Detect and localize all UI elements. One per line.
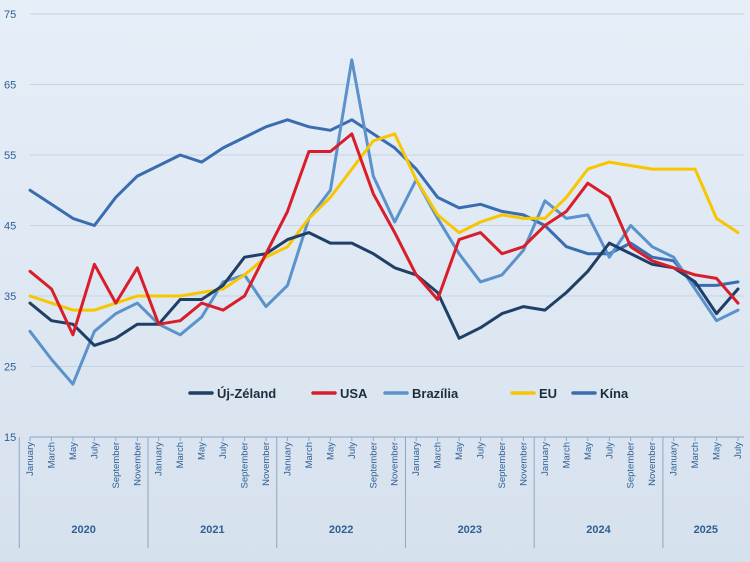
series-line-1 <box>28 132 740 337</box>
x-tick-label: November <box>518 442 529 486</box>
x-tick-label: May <box>197 442 208 460</box>
x-tick-label: January <box>25 442 36 476</box>
legend-label: Új-Zéland <box>217 386 276 401</box>
year-label: 2022 <box>329 524 353 536</box>
legend-label: EU <box>539 386 557 401</box>
y-tick-label: 25 <box>4 362 16 374</box>
y-tick-label: 15 <box>4 432 16 444</box>
x-tick-label: July <box>89 442 100 459</box>
x-tick-label: November <box>390 442 401 486</box>
x-tick-label: January <box>411 442 422 476</box>
y-axis: 15 25 35 45 55 65 75 <box>4 9 16 444</box>
y-tick-label: 45 <box>4 221 16 233</box>
x-tick-label: September <box>626 442 637 488</box>
x-tick-label: July <box>733 442 744 459</box>
x-tick-label: September <box>497 442 508 488</box>
series-line-0 <box>28 231 740 347</box>
x-tick-label: January <box>282 442 293 476</box>
year-label: 2021 <box>200 524 224 536</box>
x-tick-label: November <box>132 442 143 486</box>
x-tick-label: September <box>368 442 379 488</box>
x-tick-label: November <box>647 442 658 486</box>
x-tick-label: January <box>154 442 165 476</box>
x-tick-label: May <box>583 442 594 460</box>
x-tick-label: May <box>712 442 723 460</box>
x-tick-label: March <box>46 442 57 468</box>
x-tick-label: March <box>175 442 186 468</box>
series-line-3 <box>28 132 740 312</box>
y-tick-label: 75 <box>4 9 16 21</box>
x-tick-label: January <box>669 442 680 476</box>
legend: Új-Zéland USA Brazília EU Kína <box>188 386 629 401</box>
x-tick-label: September <box>240 442 251 488</box>
x-tick-label: March <box>690 442 701 468</box>
legend-label: USA <box>340 386 368 401</box>
x-tick-label: January <box>540 442 551 476</box>
grid <box>30 13 744 438</box>
x-tick-label: July <box>476 442 487 459</box>
year-label: 2025 <box>694 524 718 536</box>
year-label: 2023 <box>458 524 482 536</box>
x-tick-label: September <box>111 442 122 488</box>
x-tick-label: May <box>325 442 336 460</box>
y-tick-label: 55 <box>4 150 16 162</box>
x-tick-label: May <box>68 442 79 460</box>
legend-label: Kína <box>600 386 629 401</box>
x-tick-label: July <box>604 442 615 459</box>
series-lines <box>28 58 740 386</box>
x-tick-label: July <box>218 442 229 459</box>
x-tick-label: March <box>433 442 444 468</box>
x-tick-label: March <box>304 442 315 468</box>
y-tick-label: 35 <box>4 291 16 303</box>
x-tick-label: March <box>561 442 572 468</box>
y-tick-label: 65 <box>4 80 16 92</box>
x-tick-label: May <box>454 442 465 460</box>
year-label: 2020 <box>71 524 95 536</box>
x-tick-label: July <box>347 442 358 459</box>
legend-label: Brazília <box>412 386 459 401</box>
series-line-2 <box>28 58 740 386</box>
x-axis: January March May July September November Janu… <box>18 436 744 548</box>
year-label: 2024 <box>586 524 611 536</box>
x-tick-label: November <box>261 442 272 486</box>
